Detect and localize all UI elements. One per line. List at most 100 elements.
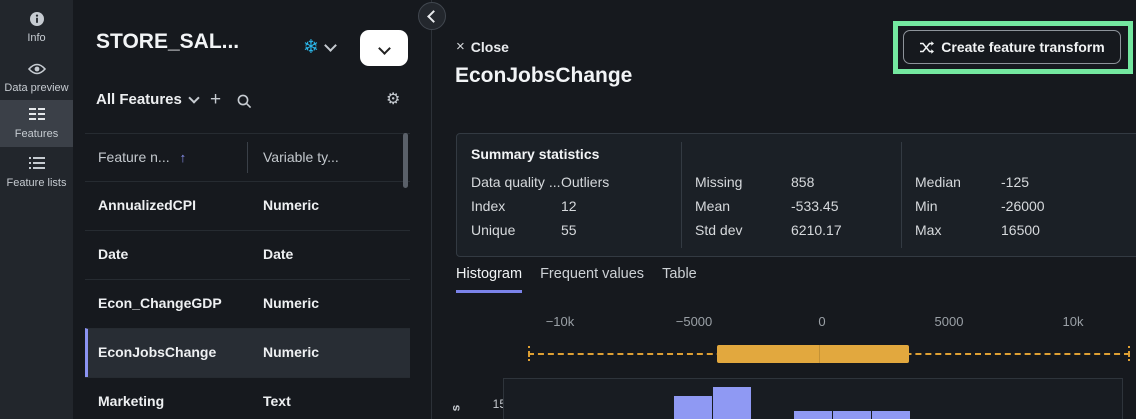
- table-row[interactable]: Econ_ChangeGDP Numeric: [85, 279, 410, 328]
- histogram-range-slider[interactable]: [528, 344, 1130, 364]
- summary-divider: [681, 142, 682, 248]
- variable-type-cell: Numeric: [263, 295, 320, 311]
- sidebar-item-label: Features: [14, 128, 59, 140]
- eye-icon: [27, 63, 46, 75]
- summary-statistics-card: Summary statistics Data quality ... Outl…: [456, 133, 1136, 257]
- detail-tabs: Histogram Frequent values Table: [456, 266, 697, 293]
- plus-icon: +: [210, 89, 222, 110]
- table-row-selected[interactable]: EconJobsChange Numeric: [85, 328, 410, 377]
- feature-title: EconJobsChange: [455, 64, 633, 87]
- histogram-bar: [833, 411, 871, 419]
- axis-tick-label: −10k: [545, 314, 575, 329]
- collapse-panel-button[interactable]: [418, 2, 446, 30]
- close-icon: ×: [456, 38, 465, 55]
- shuffle-icon: [920, 40, 935, 54]
- histogram-bar: [674, 396, 712, 419]
- summary-statistics-heading: Summary statistics: [471, 146, 600, 162]
- dataset-title: STORE_SAL...: [96, 30, 240, 53]
- y-axis-title-partial: s: [448, 404, 463, 412]
- variable-type-cell: Date: [263, 246, 294, 262]
- sidebar-item-info[interactable]: Info: [0, 4, 73, 52]
- sidebar-item-label: Feature lists: [6, 177, 67, 189]
- column-divider: [247, 142, 248, 173]
- sidebar-item-features[interactable]: Features: [0, 100, 73, 147]
- snowflake-icon: ❄: [303, 37, 319, 58]
- add-feature-list-button[interactable]: +: [210, 88, 221, 112]
- variable-type-cell: Numeric: [263, 197, 320, 213]
- feature-list-filter-label: All Features: [96, 91, 182, 108]
- histogram-bar: [872, 411, 910, 419]
- create-feature-transform-button[interactable]: Create feature transform: [903, 30, 1121, 64]
- create-feature-transform-label: Create feature transform: [941, 39, 1105, 55]
- sidebar-item-feature-lists[interactable]: Feature lists: [0, 149, 73, 197]
- histogram-bar: [713, 387, 751, 419]
- histogram-chart: [503, 378, 1123, 419]
- column-header-feature-name[interactable]: Feature n... ↑: [98, 149, 187, 165]
- stat-value: -533.45: [791, 198, 839, 214]
- stat-label: Min: [915, 198, 938, 214]
- stat-value: 55: [561, 222, 577, 238]
- sidebar-item-label: Info: [27, 32, 46, 44]
- axis-tick-label: −5000: [675, 314, 713, 329]
- stat-value: 12: [561, 198, 577, 214]
- stat-label: Data quality ...: [471, 174, 561, 190]
- table-scrollbar[interactable]: [403, 133, 408, 188]
- dataset-actions-dropdown-button[interactable]: [360, 30, 408, 66]
- stat-label: Missing: [695, 174, 743, 190]
- column-header-variable-type[interactable]: Variable ty...: [263, 149, 339, 165]
- chevron-down-icon: [324, 39, 337, 52]
- close-label: Close: [470, 38, 509, 55]
- features-table-icon: [28, 108, 45, 121]
- stat-label: Index: [471, 198, 506, 214]
- feature-name-cell: Marketing: [98, 393, 165, 409]
- table-row[interactable]: AnnualizedCPI Numeric: [85, 181, 410, 230]
- range-slider-left-end[interactable]: [528, 346, 530, 361]
- tab-histogram[interactable]: Histogram: [456, 266, 523, 293]
- stat-value: 858: [791, 174, 815, 190]
- axis-tick-label: 0: [818, 314, 826, 329]
- stat-label: Std dev: [695, 222, 743, 238]
- info-icon: [29, 11, 44, 26]
- feature-name-cell: EconJobsChange: [98, 344, 217, 360]
- histogram-bar: [794, 411, 832, 419]
- summary-divider: [901, 142, 902, 248]
- feature-name-cell: AnnualizedCPI: [98, 197, 197, 213]
- data-source-dropdown[interactable]: ❄: [303, 37, 337, 58]
- feature-lists-icon: [28, 157, 45, 170]
- range-slider-right-end[interactable]: [1128, 346, 1130, 361]
- chevron-down-icon: [377, 41, 391, 55]
- stat-label: Unique: [471, 222, 516, 238]
- stat-value: Outliers: [561, 174, 610, 190]
- settings-button[interactable]: ⚙: [386, 88, 400, 112]
- table-row[interactable]: Date Date: [85, 230, 410, 279]
- close-button[interactable]: × Close: [456, 38, 509, 55]
- annotation-highlight-box: Create feature transform: [893, 21, 1133, 74]
- sidebar-item-data-preview[interactable]: Data preview: [0, 54, 73, 102]
- features-table: Feature n... ↑ Variable ty... AnnualizedC…: [85, 133, 410, 419]
- features-panel: STORE_SAL... ❄ All Features + ⚙: [73, 0, 432, 419]
- stat-value: -26000: [1001, 198, 1045, 214]
- table-row[interactable]: Marketing Text: [85, 377, 410, 419]
- stat-label: Mean: [695, 198, 731, 214]
- axis-tick-label: 5000: [934, 314, 964, 329]
- left-nav: Info Data preview Features: [0, 0, 73, 419]
- y-axis-tick-label: 15: [492, 397, 506, 411]
- chevron-down-icon: [188, 92, 200, 104]
- feature-name-cell: Econ_ChangeGDP: [98, 295, 222, 311]
- tab-table[interactable]: Table: [662, 266, 697, 282]
- stat-value: 6210.17: [791, 222, 842, 238]
- sort-asc-icon: ↑: [179, 150, 187, 165]
- stat-value: -125: [1001, 174, 1030, 190]
- histogram-x-axis: −10k −5000 0 5000 10k: [503, 314, 1123, 330]
- features-toolbar: All Features + ⚙: [73, 88, 432, 114]
- features-table-header: Feature n... ↑ Variable ty...: [85, 133, 410, 181]
- range-slider-selection[interactable]: [717, 345, 909, 363]
- feature-list-filter-dropdown[interactable]: All Features: [96, 91, 200, 108]
- feature-name-cell: Date: [98, 246, 129, 262]
- search-features-button[interactable]: [237, 92, 252, 116]
- search-icon: [237, 94, 252, 109]
- axis-tick-label: 10k: [1062, 314, 1084, 329]
- sidebar-item-label: Data preview: [4, 82, 69, 94]
- tab-frequent-values[interactable]: Frequent values: [540, 266, 645, 282]
